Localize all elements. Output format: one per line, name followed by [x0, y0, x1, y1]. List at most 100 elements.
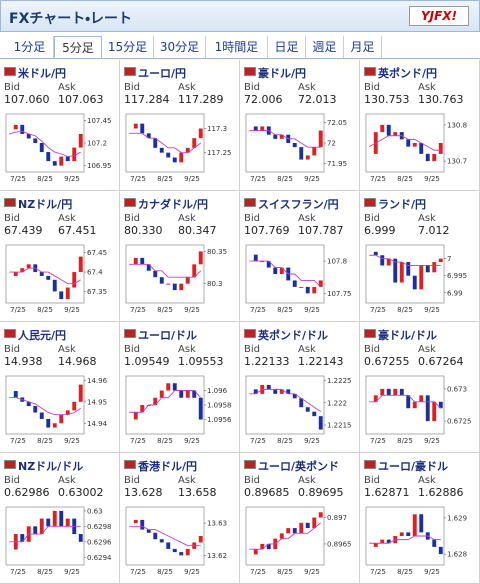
x-tick-label: 8/25: [37, 437, 53, 445]
quote-cell[interactable]: 豪ドル/円 Bid Ask 72.006 72.013 72.05 72 71.95 7/25 8…: [240, 60, 360, 191]
candle: [399, 388, 404, 396]
candle: [59, 510, 64, 527]
bid-value: 107.769: [244, 224, 290, 237]
quote-cell[interactable]: 英ポンド/円 Bid Ask 130.753 130.763 130.8 130.7 7/25…: [360, 60, 480, 191]
tab[interactable]: 5分足: [54, 36, 102, 58]
quote-cell[interactable]: ランド/円 Bid Ask 6.999 7.012 7 6.995 6.99 7/25 8/25 9…: [360, 191, 480, 322]
tab[interactable]: 月足: [344, 36, 382, 58]
pair-name: 香港ドル/円: [124, 458, 197, 474]
quote-cell[interactable]: 英ポンド/ドル Bid Ask 1.22133 1.22143 1.2225 1.222 1.…: [240, 322, 360, 453]
quote-cell[interactable]: NZドル/円 Bid Ask 67.439 67.451 67.45 67.4 67.35 7/…: [0, 191, 120, 322]
x-tick-label: 7/25: [130, 437, 146, 445]
x-tick-label: 7/25: [250, 437, 266, 445]
plot-frame: [5, 375, 85, 435]
tab[interactable]: 1分足: [6, 36, 54, 58]
candle: [185, 390, 190, 398]
moving-average: [9, 130, 81, 158]
candle: [412, 514, 417, 536]
candle: [65, 410, 70, 415]
candle: [419, 265, 424, 290]
ask-label: Ask: [298, 475, 316, 486]
x-tick-label: 7/25: [250, 306, 266, 314]
x-tick-label: 7/25: [10, 175, 26, 183]
quote-cell[interactable]: ユーロ/ドル Bid Ask 1.09549 1.09553 1.096 1.0958 1.0…: [120, 322, 240, 453]
bid-label: Bid: [124, 213, 140, 224]
ask-value: 0.89695: [298, 486, 344, 499]
candle: [72, 272, 77, 288]
candle: [305, 286, 310, 294]
pair-name: 米ドル/円: [4, 65, 66, 81]
ask-value: 67.451: [58, 224, 97, 237]
candle: [273, 389, 278, 394]
x-tick-label: 9/25: [424, 437, 440, 445]
y-tick-label: 0.6294: [87, 554, 112, 562]
flag-icon: [4, 329, 16, 338]
x-tick-label: 7/25: [370, 175, 386, 183]
bid-value: 130.753: [364, 93, 410, 106]
x-tick-label: 7/25: [370, 437, 386, 445]
bid-label: Bid: [4, 344, 20, 355]
candle: [133, 257, 138, 265]
tab[interactable]: 1時間足: [206, 36, 268, 58]
quote-cell[interactable]: 人民元/円 Bid Ask 14.938 14.968 14.96 14.95 14.94 7/…: [0, 322, 120, 453]
quote-cell[interactable]: ユーロ/円 Bid Ask 117.284 117.289 117.3 117.25 7/25…: [120, 60, 240, 191]
mini-chart: 107.45 107.2 106.95 7/25 8/25 9/25: [5, 113, 112, 183]
candle: [72, 147, 77, 162]
candle: [146, 133, 151, 139]
candle: [198, 128, 203, 139]
pair-label: 英ポンド/ドル: [258, 329, 329, 342]
candle: [153, 397, 158, 405]
tab[interactable]: 15分足: [102, 36, 154, 58]
mini-chart: 1.629 1.628 7/25 8/25 9/25: [365, 506, 467, 576]
candle: [172, 383, 177, 391]
candle: [253, 549, 258, 555]
x-tick-label: 8/25: [397, 568, 413, 576]
moving-average: [9, 397, 81, 416]
quote-cell[interactable]: ユーロ/英ポンド Bid Ask 0.89685 0.89695 0.897 0.8965 7…: [240, 453, 360, 584]
pair-label: 豪ドル/円: [258, 67, 307, 80]
quote-cell[interactable]: スイスフラン/円 Bid Ask 107.769 107.787 107.8 107.75 7…: [240, 191, 360, 322]
bid-value: 13.628: [124, 486, 163, 499]
candle: [292, 528, 297, 534]
candle: [192, 390, 197, 398]
quote-cell[interactable]: NZドル/ドル Bid Ask 0.62986 0.63002 0.63 0.6298 0.6…: [0, 453, 120, 584]
mini-chart: 0.63 0.6298 0.6296 0.6294 7/25 8/25 9/25: [5, 506, 112, 576]
x-tick-label: 7/25: [250, 175, 266, 183]
candle: [373, 251, 378, 256]
candle: [59, 414, 64, 424]
flag-icon: [4, 198, 16, 207]
ask-value: 0.67264: [418, 355, 464, 368]
quote-cell[interactable]: 香港ドル/円 Bid Ask 13.628 13.658 13.63 13.62 7/25 8/…: [120, 453, 240, 584]
candle: [13, 272, 18, 276]
candle: [78, 534, 83, 542]
candle: [253, 389, 258, 394]
ask-label: Ask: [298, 213, 316, 224]
y-tick-label: 67.4: [87, 269, 103, 277]
plot-frame: [245, 375, 325, 435]
quote-cell[interactable]: 米ドル/円 Bid Ask 107.060 107.063 107.45 107.2 106.…: [0, 60, 120, 191]
logo[interactable]: YJFX!: [409, 6, 469, 26]
y-tick-label: 72.05: [327, 119, 347, 127]
bid-label: Bid: [124, 82, 140, 93]
candle: [13, 391, 18, 398]
candle: [386, 539, 391, 544]
candle: [133, 123, 138, 129]
moving-average: [369, 394, 442, 409]
quote-cell[interactable]: ユーロ/豪ドル Bid Ask 1.62871 1.62886 1.629 1.628 7/2…: [360, 453, 480, 584]
candle: [299, 286, 304, 288]
candle: [52, 423, 57, 428]
ask-value: 107.063: [58, 93, 104, 106]
tab[interactable]: 30分足: [154, 36, 206, 58]
pair-name: ユーロ/英ポンド: [244, 458, 339, 474]
bid-value: 0.62986: [4, 486, 50, 499]
tab[interactable]: 週足: [306, 36, 344, 58]
quote-cell[interactable]: 豪ドル/ドル Bid Ask 0.67255 0.67264 0.673 0.6725 7/2…: [360, 322, 480, 453]
quote-cell[interactable]: カナダドル/円 Bid Ask 80.330 80.347 80.35 80.3 7/25 8/…: [120, 191, 240, 322]
candle: [13, 124, 18, 130]
y-tick-label: 130.8: [447, 121, 467, 129]
moving-average: [9, 525, 81, 543]
bid-label: Bid: [364, 475, 380, 486]
tab[interactable]: 日足: [268, 36, 306, 58]
ask-value: 0.63002: [58, 486, 104, 499]
